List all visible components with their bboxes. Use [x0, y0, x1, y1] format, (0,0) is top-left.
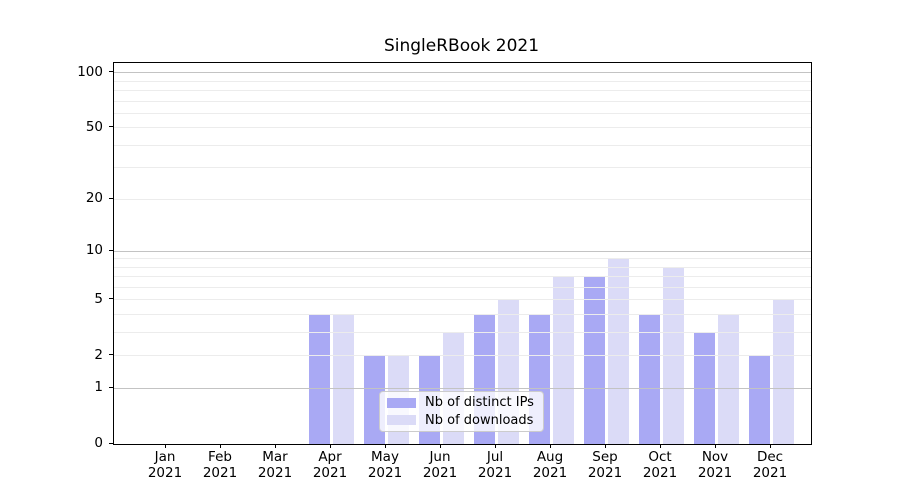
x-tick-label-jan: Jan 2021 — [147, 449, 183, 481]
gridline-minor-80 — [114, 89, 811, 91]
bar-nb-of-distinct-ips-apr — [308, 314, 330, 444]
gridline-minor-7 — [114, 276, 811, 278]
x-tick-label-aug: Aug 2021 — [532, 449, 568, 481]
x-tick-mark-mar — [275, 444, 276, 448]
x-tick-mark-feb — [220, 444, 221, 448]
y-tick-label-0: 0 — [94, 435, 103, 451]
x-tick-label-nov: Nov 2021 — [697, 449, 733, 481]
y-tick-label-2: 2 — [94, 346, 103, 363]
x-tick-mark-sep — [605, 444, 606, 448]
y-tick-mark-10 — [109, 249, 113, 251]
legend-swatch-downloads — [387, 415, 416, 426]
x-tick-mark-aug — [550, 444, 551, 448]
x-tick-mark-apr — [330, 444, 331, 448]
plot-area: Nb of distinct IPs Nb of downloads — [113, 62, 812, 445]
x-tick-label-dec: Dec 2021 — [752, 449, 788, 481]
gridline-major-10 — [114, 250, 811, 252]
bar-nb-of-distinct-ips-dec — [748, 355, 770, 444]
y-tick-mark-20 — [109, 197, 113, 199]
gridline-minor-50 — [114, 127, 811, 129]
x-tick-mark-jun — [440, 444, 441, 448]
bar-nb-of-distinct-ips-oct — [638, 314, 660, 444]
legend-label-downloads: Nb of downloads — [425, 412, 534, 428]
gridline-minor-4 — [114, 314, 811, 316]
x-tick-label-may: May 2021 — [367, 449, 403, 481]
y-tick-label-20: 20 — [85, 190, 103, 207]
y-tick-label-5: 5 — [94, 290, 103, 307]
x-tick-mark-nov — [715, 444, 716, 448]
chart-title: SingleRBook 2021 — [383, 36, 540, 56]
legend: Nb of distinct IPs Nb of downloads — [379, 391, 544, 432]
x-tick-mark-oct — [660, 444, 661, 448]
gridline-minor-8 — [114, 266, 811, 268]
bar-nb-of-downloads-apr — [332, 314, 354, 444]
bar-nb-of-distinct-ips-sep — [583, 276, 605, 444]
bar-nb-of-downloads-nov — [717, 314, 739, 444]
y-tick-label-100: 100 — [77, 63, 103, 80]
x-tick-label-oct: Oct 2021 — [642, 449, 678, 481]
legend-swatch-distinct-ips — [387, 397, 416, 408]
gridline-minor-20 — [114, 198, 811, 200]
x-tick-label-jun: Jun 2021 — [422, 449, 458, 481]
x-tick-label-apr: Apr 2021 — [312, 449, 348, 481]
x-tick-label-jul: Jul 2021 — [477, 449, 513, 481]
y-tick-label-50: 50 — [85, 118, 103, 135]
x-tick-label-sep: Sep 2021 — [587, 449, 623, 481]
x-tick-mark-may — [385, 444, 386, 448]
gridline-minor-5 — [114, 299, 811, 301]
y-tick-mark-100 — [109, 71, 113, 73]
bar-nb-of-downloads-sep — [607, 258, 629, 444]
gridline-minor-3 — [114, 331, 811, 333]
gridline-minor-9 — [114, 258, 811, 260]
gridline-minor-2 — [114, 355, 811, 357]
gridline-minor-90 — [114, 80, 811, 82]
gridline-major-100 — [114, 72, 811, 74]
gridline-minor-70 — [114, 100, 811, 102]
gridline-minor-30 — [114, 167, 811, 169]
bars-layer — [114, 63, 811, 444]
legend-label-distinct-ips: Nb of distinct IPs — [425, 395, 534, 411]
legend-item-distinct-ips: Nb of distinct IPs — [387, 394, 536, 412]
y-tick-label-10: 10 — [85, 242, 103, 259]
x-tick-mark-jul — [495, 444, 496, 448]
x-tick-label-feb: Feb 2021 — [202, 449, 238, 481]
legend-item-downloads: Nb of downloads — [387, 412, 536, 430]
bar-nb-of-downloads-aug — [552, 276, 574, 444]
y-tick-mark-1 — [109, 386, 113, 388]
y-tick-label-1: 1 — [94, 379, 103, 396]
y-tick-mark-5 — [109, 298, 113, 300]
y-tick-mark-0 — [109, 442, 113, 444]
gridline-minor-6 — [114, 286, 811, 288]
gridline-minor-40 — [114, 144, 811, 146]
x-tick-mark-dec — [770, 444, 771, 448]
y-tick-mark-50 — [109, 126, 113, 128]
bar-nb-of-downloads-dec — [772, 299, 794, 444]
gridline-minor-60 — [114, 112, 811, 114]
x-tick-label-mar: Mar 2021 — [257, 449, 293, 481]
x-tick-mark-jan — [165, 444, 166, 448]
y-tick-mark-2 — [109, 354, 113, 356]
grid-layer — [114, 63, 811, 444]
gridline-major-1 — [114, 387, 811, 389]
